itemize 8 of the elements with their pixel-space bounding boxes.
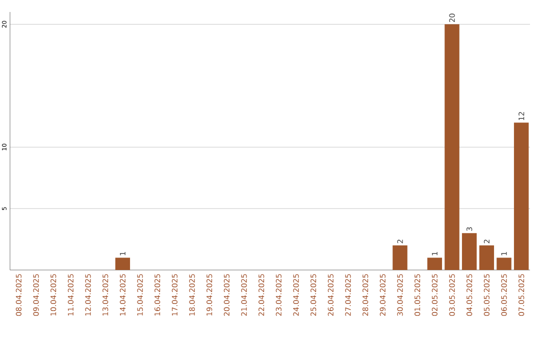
bar	[496, 258, 512, 270]
bar	[462, 233, 477, 270]
bar	[514, 122, 529, 270]
bar	[479, 245, 494, 270]
bar	[392, 245, 408, 270]
bar	[444, 24, 460, 270]
bar	[115, 258, 130, 270]
bar	[427, 258, 442, 270]
